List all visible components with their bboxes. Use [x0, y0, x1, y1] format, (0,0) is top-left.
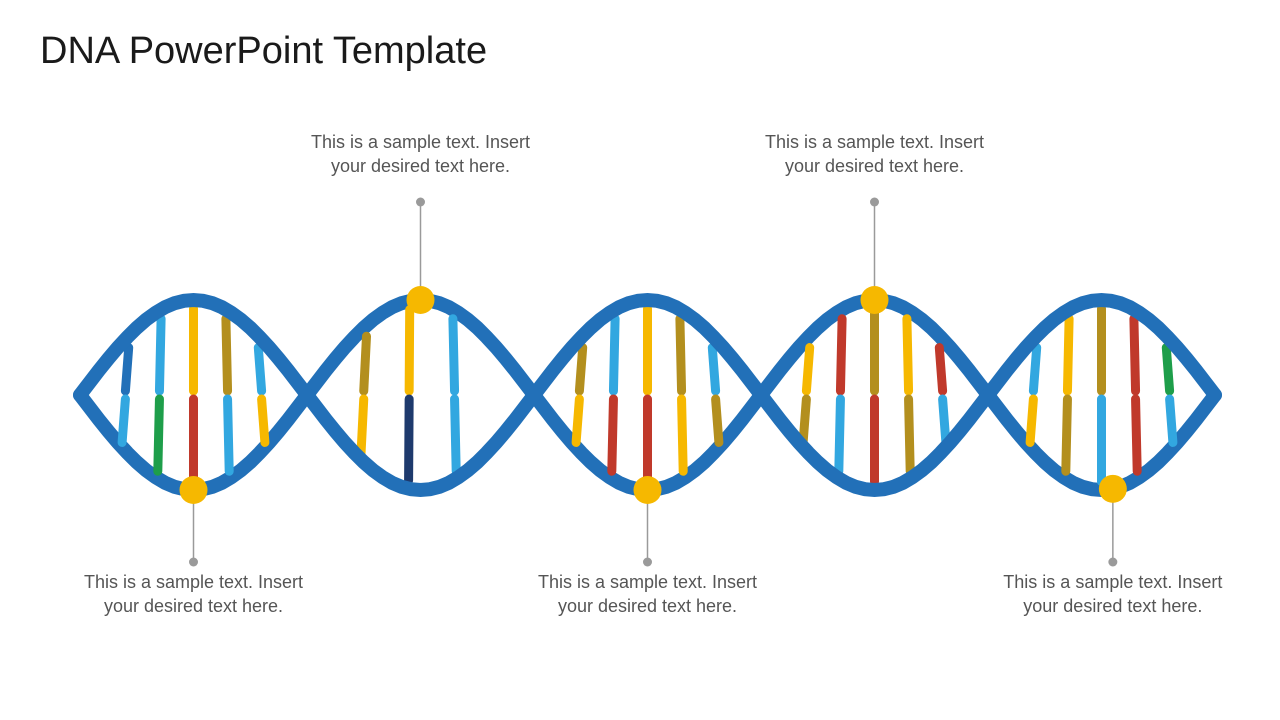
dna-rung — [455, 399, 457, 471]
dna-rung — [907, 319, 909, 391]
dna-rung — [943, 399, 946, 442]
dna-rung — [122, 399, 125, 442]
callout-bottom-3: This is a sample text. Insert your desir… — [998, 570, 1228, 619]
dna-rung — [579, 348, 582, 391]
dna-rung — [361, 399, 364, 454]
dna-rung — [1030, 399, 1033, 442]
callout-marker — [1099, 475, 1127, 503]
callout-marker — [634, 476, 662, 504]
dna-rung — [682, 399, 684, 471]
dna-rung — [712, 348, 715, 391]
dna-rung — [226, 319, 228, 391]
dna-rung — [1134, 319, 1136, 391]
callout-end-dot — [416, 198, 425, 207]
dna-rung — [1067, 319, 1069, 391]
dna-rung — [228, 399, 230, 471]
callout-top-2: This is a sample text. Insert your desir… — [760, 130, 990, 179]
dna-rung — [939, 348, 942, 391]
dna-rung — [158, 399, 160, 471]
dna-rung — [125, 348, 128, 391]
dna-rung — [453, 319, 455, 391]
callout-end-dot — [643, 558, 652, 567]
dna-rung — [258, 348, 261, 391]
dna-rung — [1166, 348, 1169, 391]
dna-rung — [839, 399, 841, 471]
dna-rung — [613, 319, 615, 391]
dna-rung — [364, 336, 367, 391]
dna-rung — [159, 319, 161, 391]
dna-rung — [680, 319, 682, 391]
dna-rung — [803, 399, 806, 442]
dna-rung — [612, 399, 614, 471]
callout-marker — [180, 476, 208, 504]
dna-rung — [576, 399, 579, 442]
callout-bottom-1: This is a sample text. Insert your desir… — [79, 570, 309, 619]
callout-marker — [861, 286, 889, 314]
slide: DNA PowerPoint Template This is a sample… — [0, 0, 1280, 720]
dna-rung — [1033, 348, 1036, 391]
dna-rung — [409, 310, 410, 391]
dna-rung — [262, 399, 265, 442]
dna-rung — [840, 319, 842, 391]
callout-end-dot — [189, 558, 198, 567]
callout-marker — [407, 286, 435, 314]
dna-rung — [1170, 399, 1173, 442]
dna-rung — [716, 399, 719, 442]
dna-rung — [806, 348, 809, 391]
callout-end-dot — [1108, 558, 1117, 567]
dna-rung — [1136, 399, 1138, 471]
dna-rung — [409, 399, 410, 480]
callout-end-dot — [870, 198, 879, 207]
callout-top-1: This is a sample text. Insert your desir… — [306, 130, 536, 179]
callout-bottom-2: This is a sample text. Insert your desir… — [533, 570, 763, 619]
dna-rung — [909, 399, 911, 471]
dna-rung — [1066, 399, 1068, 471]
